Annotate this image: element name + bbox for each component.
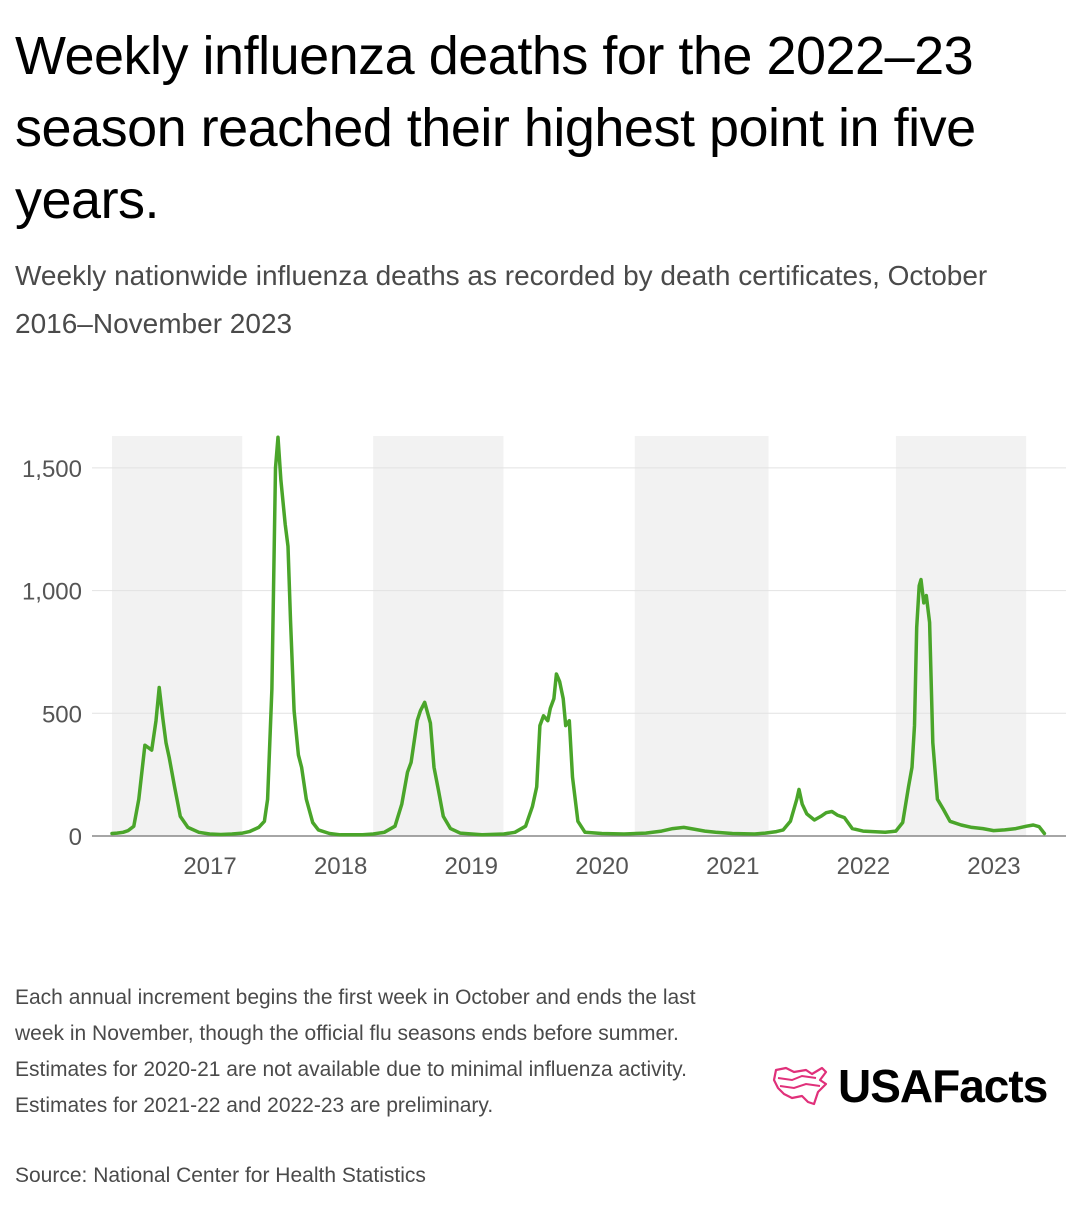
chart-title: Weekly influenza deaths for the 2022–23 …: [15, 26, 976, 230]
x-tick-label-2022: 2022: [837, 853, 890, 880]
gridlines: [92, 467, 1066, 714]
season-bands: [112, 436, 1027, 836]
source-note: Source: National Center for Health Stati…: [15, 1164, 426, 1187]
y-tick-label-500: 500: [42, 701, 82, 728]
season-band-1: [373, 436, 504, 836]
x-tick-label-2023: 2023: [967, 853, 1020, 880]
chart-subtitle: Weekly nationwide influenza deaths as re…: [15, 260, 988, 339]
logo-wordmark: USAFacts: [838, 1060, 1048, 1112]
x-tick-label-2019: 2019: [445, 853, 498, 880]
x-tick-label-2020: 2020: [575, 853, 628, 880]
y-tick-label-1500: 1,500: [22, 456, 82, 483]
x-tick-label-2018: 2018: [314, 853, 367, 880]
chart-note: Each annual increment begins the first w…: [15, 986, 696, 1117]
x-tick-label-2017: 2017: [183, 853, 236, 880]
x-axis-ticks: 2017 2018 2019 2020 2021 2022 2023: [183, 853, 1020, 880]
x-tick-label-2021: 2021: [706, 853, 759, 880]
y-axis-ticks: 0 500 1,000 1,500: [22, 456, 82, 851]
series-line-0: [110, 435, 1047, 837]
usa-map-icon: [772, 1066, 828, 1106]
y-tick-label-0: 0: [69, 824, 82, 851]
series-lines: [110, 435, 1047, 837]
season-band-2: [634, 436, 769, 836]
season-band-0: [112, 436, 243, 836]
y-tick-label-1000: 1,000: [22, 579, 82, 606]
usafacts-logo: USAFacts: [772, 1056, 1048, 1116]
